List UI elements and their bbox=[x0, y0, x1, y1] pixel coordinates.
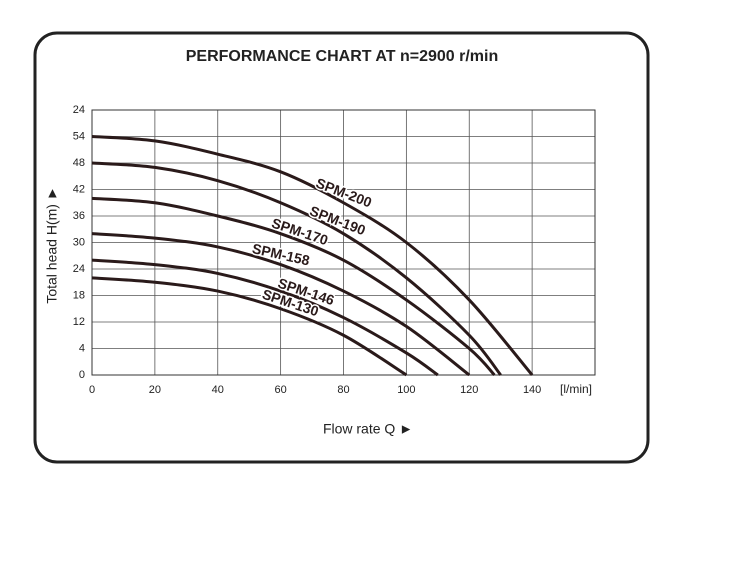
plot-border bbox=[91, 109, 596, 376]
y-tick-label: 30 bbox=[73, 236, 85, 248]
curve bbox=[91, 276, 408, 377]
y-tick-label: 54 bbox=[73, 130, 85, 142]
y-tick-label: 12 bbox=[73, 316, 85, 328]
y-tick-label: 24 bbox=[73, 263, 85, 275]
x-tick-label: 40 bbox=[212, 384, 224, 396]
y-tick-label: 4 bbox=[79, 342, 85, 354]
y-tick-label: 36 bbox=[73, 210, 85, 222]
x-tick-label: 80 bbox=[337, 384, 349, 396]
x-tick-label: 0 bbox=[89, 384, 95, 396]
x-axis-label: Flow rate Q ► bbox=[323, 421, 413, 437]
x-unit: [l/min] bbox=[560, 382, 592, 396]
curve bbox=[91, 196, 496, 377]
frame bbox=[33, 31, 650, 464]
y-tick-label: 24 bbox=[73, 104, 85, 116]
curve bbox=[91, 135, 534, 376]
y-tick-label: 48 bbox=[73, 157, 85, 169]
chart-title: PERFORMANCE CHART AT n=2900 r/min bbox=[186, 48, 498, 65]
curve bbox=[91, 232, 471, 377]
x-tick-label: 120 bbox=[460, 384, 478, 396]
curve bbox=[91, 258, 439, 377]
y-tick-label: 0 bbox=[79, 369, 85, 381]
x-tick-label: 20 bbox=[149, 384, 161, 396]
y-tick-label: 42 bbox=[73, 183, 85, 195]
y-axis-label: Total head H(m) ► bbox=[44, 186, 60, 303]
y-tick-label: 18 bbox=[73, 289, 85, 301]
x-tick-label: 60 bbox=[275, 384, 287, 396]
curve bbox=[91, 161, 502, 376]
x-tick-label: 140 bbox=[523, 384, 541, 396]
x-tick-label: 100 bbox=[397, 384, 415, 396]
